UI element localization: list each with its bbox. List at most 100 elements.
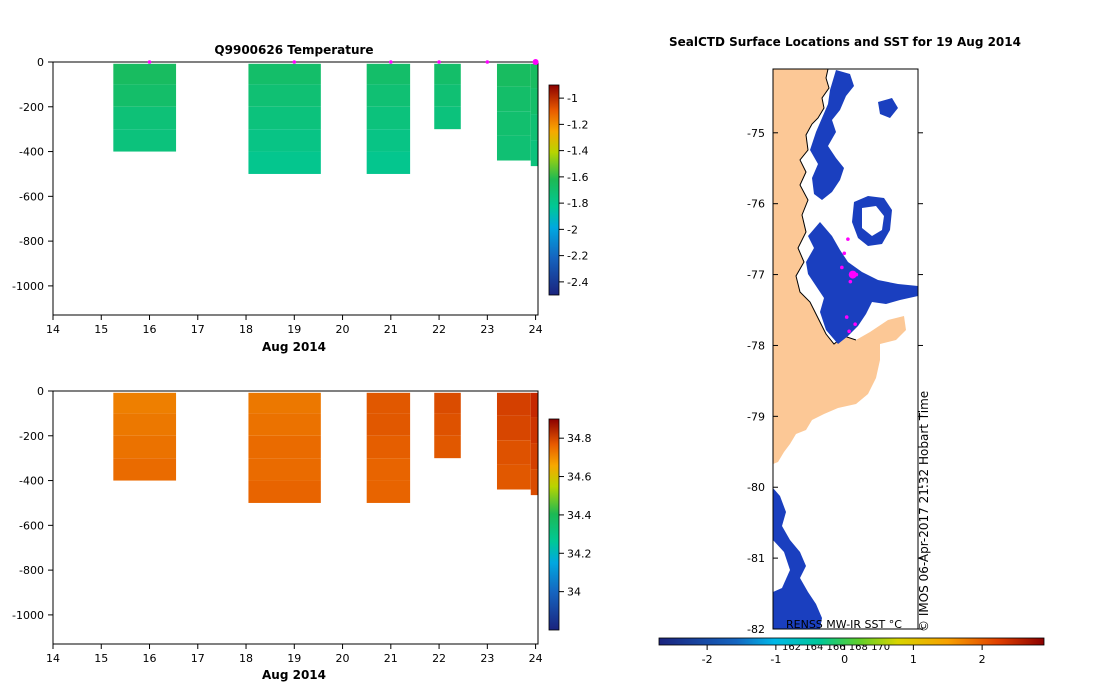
sst-tick-label: -2: [702, 653, 713, 666]
x-tick-label: 24: [529, 652, 543, 665]
salinity-y-axis: 0 -200 -400 -600 -800 -1000: [12, 385, 53, 622]
sst-tick-label: 2: [979, 653, 986, 666]
x-tick-label: 21: [384, 652, 398, 665]
profile-cell: [496, 415, 531, 441]
salinity-x-axis: 14 15 16 17 18 19 20 21 22 23 24: [46, 644, 543, 665]
lat-tick-label: -79: [747, 410, 765, 423]
profile-cell: [366, 129, 411, 152]
sst-small-patch: [878, 98, 898, 118]
temperature-title: Q9900626 Temperature: [214, 43, 373, 57]
profile-cell: [434, 106, 461, 130]
salinity-plot-frame: [52, 390, 539, 645]
map-area: [772, 68, 919, 630]
profile-cell: [113, 84, 177, 107]
x-tick-label: 20: [336, 652, 350, 665]
temperature-x-label: Aug 2014: [262, 340, 326, 354]
sst-west-ice-gap: [773, 540, 790, 592]
x-tick-label: 23: [480, 323, 494, 336]
y-tick-label: -800: [19, 235, 44, 248]
colorbar-tick-label: 34.4: [567, 509, 592, 522]
x-tick-label: 20: [336, 323, 350, 336]
x-tick-label: 23: [480, 652, 494, 665]
profile-cell: [496, 63, 531, 87]
credit-text: © IMOS 06-Apr-2017 21:32 Hobart Time: [917, 391, 931, 632]
profile-cell: [113, 63, 177, 85]
y-tick-label: -1000: [12, 280, 44, 293]
lat-tick-label: -76: [747, 198, 765, 211]
colorbar-tick-label: -1.4: [567, 145, 588, 158]
salinity-colorbar-ticks: 34.8 34.6 34.4 34.2 34: [559, 432, 592, 599]
x-tick-label: 14: [46, 652, 60, 665]
profile-cell: [530, 114, 538, 141]
x-tick-label: 24: [529, 323, 543, 336]
profile-cell: [113, 129, 177, 152]
colorbar-tick-label: -1: [567, 92, 578, 105]
profile-cell: [434, 413, 461, 436]
colorbar-tick-label: -2: [567, 223, 578, 236]
profile-cell: [248, 84, 321, 107]
map-latitude-axis: -75 -76 -77 -78 -79 -80 -81 -82: [747, 127, 923, 636]
salinity-colorbar: [548, 418, 560, 631]
profile-cell: [248, 413, 321, 436]
map-longitude-labels: 162 164 166 168 170: [782, 642, 890, 653]
y-tick-label: -1000: [12, 609, 44, 622]
colorbar-tick-label: 34.6: [567, 471, 592, 484]
profile-cell: [366, 151, 411, 174]
profile-cell: [366, 106, 411, 130]
profile-cell: [366, 480, 411, 503]
colorbar-tick-label: -1.2: [567, 118, 588, 131]
profile-cell: [248, 151, 321, 174]
profile-cell: [113, 435, 177, 459]
profile-cell: [496, 392, 531, 416]
profile-cell: [434, 84, 461, 107]
sst-west-coast-water: [773, 488, 822, 629]
temperature-y-axis: 0 -200 -400 -600 -800 -1000: [12, 56, 53, 293]
track-point: [844, 315, 849, 319]
colorbar-tick-label: 34.8: [567, 432, 592, 445]
y-tick-label: -600: [19, 190, 44, 203]
y-tick-label: 0: [37, 56, 44, 69]
map-title: SealCTD Surface Locations and SST for 19…: [669, 35, 1021, 49]
track-point: [848, 279, 853, 284]
x-tick-label: 22: [432, 652, 446, 665]
y-tick-label: -400: [19, 146, 44, 159]
y-tick-label: -400: [19, 475, 44, 488]
temperature-x-axis: 14 15 16 17 18 19 20 21 22 23 24: [46, 315, 543, 336]
track-point: [854, 272, 859, 277]
sst-tick-label: 0: [841, 653, 848, 666]
x-tick-label: 14: [46, 323, 60, 336]
lat-tick-label: -78: [747, 339, 765, 352]
x-tick-label: 18: [239, 323, 253, 336]
profile-cell: [496, 111, 531, 136]
lat-tick-label: -80: [747, 481, 765, 494]
sst-tick-label: -1: [770, 653, 781, 666]
surface-marker: [437, 60, 441, 64]
profile-cell: [366, 84, 411, 107]
sst-label: RENSS MW-IR SST °C: [786, 618, 902, 631]
profile-cell: [248, 458, 321, 481]
x-tick-label: 16: [143, 652, 157, 665]
lat-tick-label: -77: [747, 269, 765, 282]
x-tick-label: 17: [191, 652, 205, 665]
profile-cell: [248, 129, 321, 152]
profile-cell: [366, 392, 411, 414]
colorbar-tick-label: -2.4: [567, 276, 588, 289]
surface-marker: [485, 60, 490, 64]
track-point: [842, 251, 847, 256]
salinity-x-label: Aug 2014: [262, 668, 326, 682]
profile-cell: [366, 413, 411, 436]
sst-coastal-band: [810, 70, 854, 200]
coastline: [795, 68, 857, 345]
colorbar-tick-label: 34.2: [567, 547, 592, 560]
profile-cell: [496, 464, 531, 490]
track-point: [853, 322, 857, 326]
sst-offshore-hole: [862, 206, 884, 236]
sst-colorbar: [658, 637, 1045, 646]
lat-tick-label: -82: [747, 623, 765, 636]
lat-tick-label: -81: [747, 552, 765, 565]
profile-cell: [248, 63, 321, 85]
sst-ross-polynya: [806, 222, 918, 344]
x-tick-label: 18: [239, 652, 253, 665]
profile-cell: [530, 392, 538, 418]
